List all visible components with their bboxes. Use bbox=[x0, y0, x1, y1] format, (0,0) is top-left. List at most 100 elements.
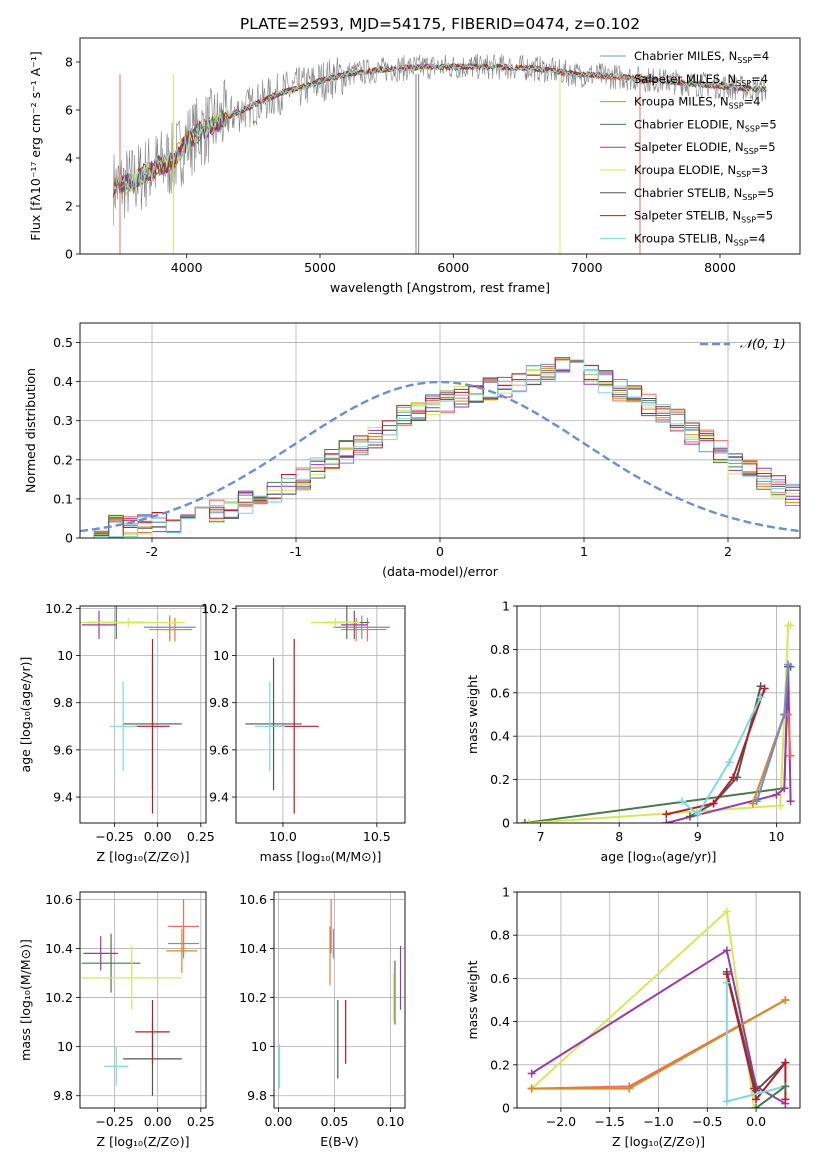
mass-weight-marker bbox=[781, 1082, 790, 1091]
x-axis-label: (data-model)/error bbox=[382, 564, 499, 579]
y-axis-label: mass [log₁₀(M/M⊙)] bbox=[18, 939, 33, 1061]
histogram-step bbox=[80, 358, 800, 538]
legend-label: Kroupa MILES, NSSP=4 bbox=[634, 95, 760, 111]
x-tick-label: 10.0 bbox=[269, 829, 297, 844]
spectrum-legend: Chabrier MILES, NSSP=4 Salpeter MILES, NS… bbox=[600, 49, 777, 247]
axes-frame bbox=[516, 605, 801, 824]
y-tick-label: 10 bbox=[213, 648, 229, 663]
mass-weight-marker bbox=[693, 810, 702, 819]
x-tick-label: 5000 bbox=[304, 260, 336, 275]
axes-frame bbox=[79, 891, 207, 1109]
axes-frame bbox=[79, 322, 801, 539]
mass-weight-marker bbox=[722, 978, 731, 987]
x-axis-label: wavelength [Angstrom, rest frame] bbox=[330, 280, 550, 295]
x-tick-label: 0.25 bbox=[187, 1114, 215, 1129]
y-axis-label: mass weight bbox=[465, 960, 480, 1039]
mass-weight-marker bbox=[776, 801, 785, 810]
mass-weight-marker bbox=[784, 660, 793, 669]
x-tick-label: −0.25 bbox=[95, 829, 133, 844]
histogram-step bbox=[80, 359, 800, 538]
x-tick-label: 7 bbox=[537, 829, 545, 844]
age-vs-metallicity-panel: −0.25 0.00 0.25 9.4 9.6 9.8 10 10.2 Z [log₁₀(Z/Z… bbox=[18, 601, 215, 864]
histogram-step bbox=[80, 360, 800, 538]
mass-weight-line bbox=[666, 688, 766, 816]
mass-weight-marker bbox=[786, 797, 795, 806]
y-axis-label: Flux [fλ10⁻¹⁷ erg cm⁻² s⁻¹ A⁻¹] bbox=[28, 51, 43, 240]
axes-frame bbox=[79, 37, 801, 255]
x-tick-label: 0.10 bbox=[377, 1114, 405, 1129]
plot-area bbox=[81, 899, 200, 1096]
y-tick-label: 2 bbox=[65, 199, 73, 214]
y-tick-label: 0 bbox=[502, 1101, 510, 1116]
histogram-step bbox=[80, 360, 800, 538]
y-tick-label: 9.6 bbox=[209, 742, 229, 757]
axes-frame bbox=[516, 891, 801, 1109]
mass-weight-marker bbox=[722, 1097, 731, 1106]
mass-weight-marker bbox=[752, 797, 761, 806]
mass-weight-marker bbox=[750, 1084, 759, 1093]
x-tick-label: 4000 bbox=[171, 260, 203, 275]
y-tick-label: 0.3 bbox=[53, 413, 73, 428]
mass-weight-marker bbox=[520, 819, 529, 823]
mass-weight-marker bbox=[527, 1084, 536, 1093]
x-tick-label: −0.25 bbox=[95, 1114, 133, 1129]
x-tick-label: −0.5 bbox=[692, 1114, 722, 1129]
x-tick-label: 8000 bbox=[704, 260, 736, 275]
mass-weight-marker bbox=[662, 819, 671, 823]
y-tick-label: 10 bbox=[57, 648, 73, 663]
x-tick-label: 1 bbox=[580, 544, 588, 559]
x-tick-label: 0 bbox=[436, 544, 444, 559]
y-tick-label: 4 bbox=[65, 151, 73, 166]
mass-weight-marker bbox=[786, 751, 795, 760]
y-tick-label: 0.6 bbox=[490, 685, 510, 700]
mass-weight-marker bbox=[722, 946, 731, 955]
mass-vs-ebv-panel: 0.00 0.05 0.10 9.8 10 10.2 10.4 10.6 E(B-V) bbox=[239, 891, 406, 1149]
axes-frame bbox=[235, 605, 406, 824]
x-tick-label: 10 bbox=[768, 829, 784, 844]
mass-weight-vs-metallicity-panel: −2.0 −1.5 −1.0 −0.5 0.0 0 0.2 0.4 0.6 0.8 1 Z [log₁… bbox=[465, 885, 801, 1149]
x-axis-label: age [log₁₀(age/yr)] bbox=[601, 849, 717, 864]
mass-weight-vs-age-panel: 7 8 9 10 0 0.2 0.4 0.6 0.8 1 age [log₁₀(age/yr)] ma… bbox=[465, 599, 801, 864]
histogram-step bbox=[80, 358, 800, 538]
y-tick-label: 0.2 bbox=[490, 1057, 510, 1072]
mass-weight-marker bbox=[760, 684, 769, 693]
legend-label: Kroupa STELIB, NSSP=4 bbox=[634, 231, 765, 247]
y-axis-label: mass weight bbox=[465, 675, 480, 754]
normal-curve bbox=[80, 380, 800, 533]
y-tick-label: 0.4 bbox=[490, 729, 510, 744]
y-tick-label: 10.4 bbox=[45, 941, 73, 956]
y-tick-label: 0 bbox=[65, 531, 73, 546]
plot-area bbox=[112, 53, 767, 254]
x-tick-label: -2 bbox=[146, 544, 158, 559]
x-tick-label: 10.5 bbox=[363, 829, 391, 844]
plot-area bbox=[520, 621, 795, 823]
y-tick-label: 10.6 bbox=[45, 892, 73, 907]
mass-weight-marker bbox=[781, 1058, 790, 1067]
legend-label: Chabrier STELIB, NSSP=5 bbox=[634, 186, 774, 202]
age-vs-mass-panel: 10.0 10.5 9.4 9.6 9.8 10 10.2 mass [log₁₀(M/M⊙)… bbox=[201, 601, 406, 864]
y-tick-label: 9.8 bbox=[209, 695, 229, 710]
y-tick-label: 0.8 bbox=[490, 642, 510, 657]
mass-weight-marker bbox=[685, 812, 694, 821]
residual-histogram-panel: -2 -1 0 1 2 0 0.1 0.2 0.3 0.4 0.5 (data-model)/erro… bbox=[23, 322, 801, 579]
y-tick-label: 0.8 bbox=[490, 928, 510, 943]
x-tick-label: 6000 bbox=[437, 260, 469, 275]
mass-weight-marker bbox=[786, 621, 795, 630]
x-tick-label: 0.00 bbox=[265, 1114, 293, 1129]
y-tick-label: 1 bbox=[502, 885, 510, 900]
plot-area bbox=[245, 606, 390, 814]
legend-label: Salpeter STELIB, NSSP=5 bbox=[634, 209, 773, 225]
mass-weight-marker bbox=[725, 758, 734, 767]
mass-weight-marker bbox=[625, 1084, 634, 1093]
histogram-step bbox=[80, 357, 800, 538]
y-tick-label: 0.1 bbox=[53, 491, 73, 506]
y-tick-label: 0.6 bbox=[490, 971, 510, 986]
y-axis-label: Normed distribution bbox=[23, 368, 38, 493]
mass-weight-line bbox=[681, 696, 762, 816]
y-tick-label: 10.2 bbox=[45, 990, 73, 1005]
axes-frame bbox=[79, 605, 207, 824]
y-tick-label: 0.4 bbox=[53, 374, 73, 389]
x-axis-label: mass [log₁₀(M/M⊙)] bbox=[260, 849, 382, 864]
legend-label: Kroupa ELODIE, NSSP=3 bbox=[634, 163, 768, 179]
